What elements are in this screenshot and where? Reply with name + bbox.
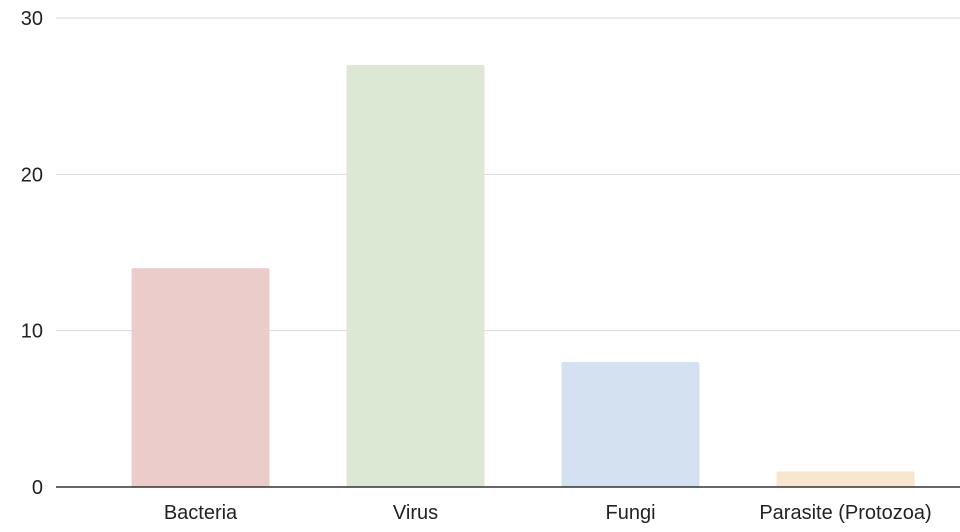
bar-fungi [561,361,700,487]
y-tick-label: 20 [21,164,43,186]
bar-virus [346,64,485,488]
x-category-label: Virus [393,502,438,524]
x-category-label: Bacteria [164,502,238,524]
bar-parasite-protozoa [776,471,915,487]
y-tick-label: 30 [21,8,43,30]
bars [131,64,915,488]
x-category-label: Parasite (Protozoa) [759,502,931,524]
bar-bacteria [131,268,270,487]
x-category-label: Fungi [605,502,655,524]
y-tick-label: 0 [32,477,43,499]
y-tick-label: 10 [21,321,43,343]
x-axis-categories: Bacteria Virus Fungi Parasite (Protozoa) [164,502,932,524]
y-axis-ticks: 0 10 20 30 [21,8,43,499]
